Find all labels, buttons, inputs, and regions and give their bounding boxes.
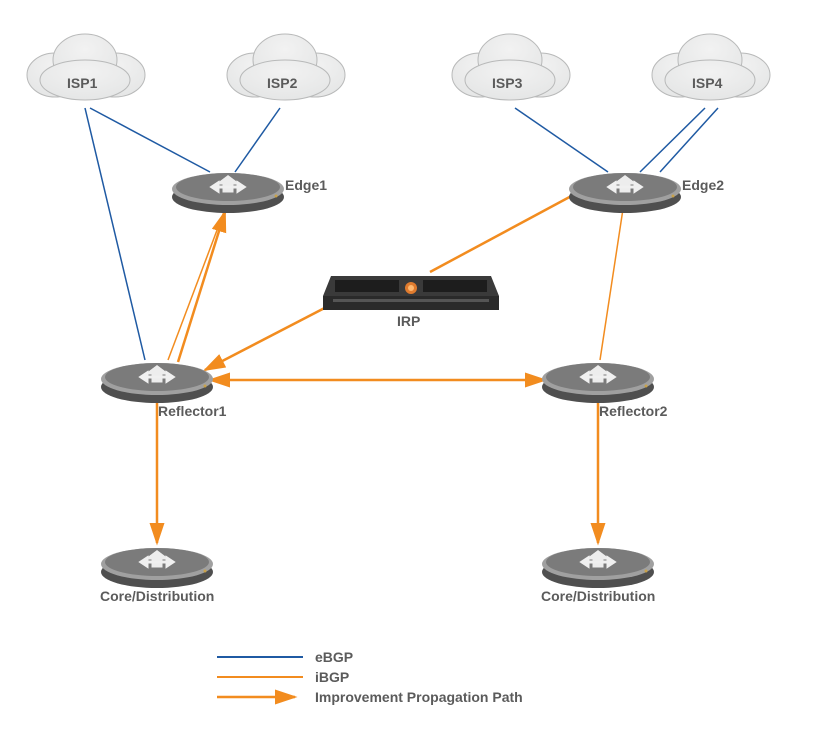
router-node-core1 xyxy=(97,540,217,595)
cloud-node-isp2 xyxy=(220,25,350,110)
server-node-irp xyxy=(321,261,501,321)
label-isp4: ISP4 xyxy=(692,75,722,91)
label-core1: Core/Distribution xyxy=(100,588,214,604)
legend-label: Improvement Propagation Path xyxy=(315,689,523,705)
router-node-core2 xyxy=(538,540,658,595)
router-node-reflector2 xyxy=(538,355,658,410)
propagation-arrow xyxy=(178,212,225,362)
ebgp-edge xyxy=(640,108,705,172)
legend-row: eBGP xyxy=(215,647,523,667)
legend-swatch xyxy=(215,669,305,685)
legend-label: eBGP xyxy=(315,649,353,665)
ebgp-edge xyxy=(90,108,210,172)
legend: eBGP iBGP Improvement Propagation Path xyxy=(215,647,523,707)
label-reflector1: Reflector1 xyxy=(158,403,226,419)
label-irp: IRP xyxy=(397,313,420,329)
router-node-reflector1 xyxy=(97,355,217,410)
label-isp1: ISP1 xyxy=(67,75,97,91)
cloud-node-isp4 xyxy=(645,25,775,110)
label-isp3: ISP3 xyxy=(492,75,522,91)
label-core2: Core/Distribution xyxy=(541,588,655,604)
ebgp-edge xyxy=(515,108,608,172)
label-reflector2: Reflector2 xyxy=(599,403,667,419)
ebgp-edge xyxy=(660,108,718,172)
ibgp-edge xyxy=(600,209,623,360)
label-isp2: ISP2 xyxy=(267,75,297,91)
label-edge1: Edge1 xyxy=(285,177,327,193)
router-node-edge2 xyxy=(565,165,685,220)
ebgp-edge xyxy=(85,108,145,360)
legend-swatch xyxy=(215,649,305,665)
cloud-node-isp1 xyxy=(20,25,150,110)
ebgp-edge xyxy=(235,108,280,172)
router-node-edge1 xyxy=(168,165,288,220)
legend-swatch xyxy=(215,689,305,705)
legend-row: Improvement Propagation Path xyxy=(215,687,523,707)
label-edge2: Edge2 xyxy=(682,177,724,193)
legend-label: iBGP xyxy=(315,669,349,685)
legend-row: iBGP xyxy=(215,667,523,687)
cloud-node-isp3 xyxy=(445,25,575,110)
ibgp-edge xyxy=(168,209,225,360)
propagation-arrow xyxy=(205,300,340,370)
